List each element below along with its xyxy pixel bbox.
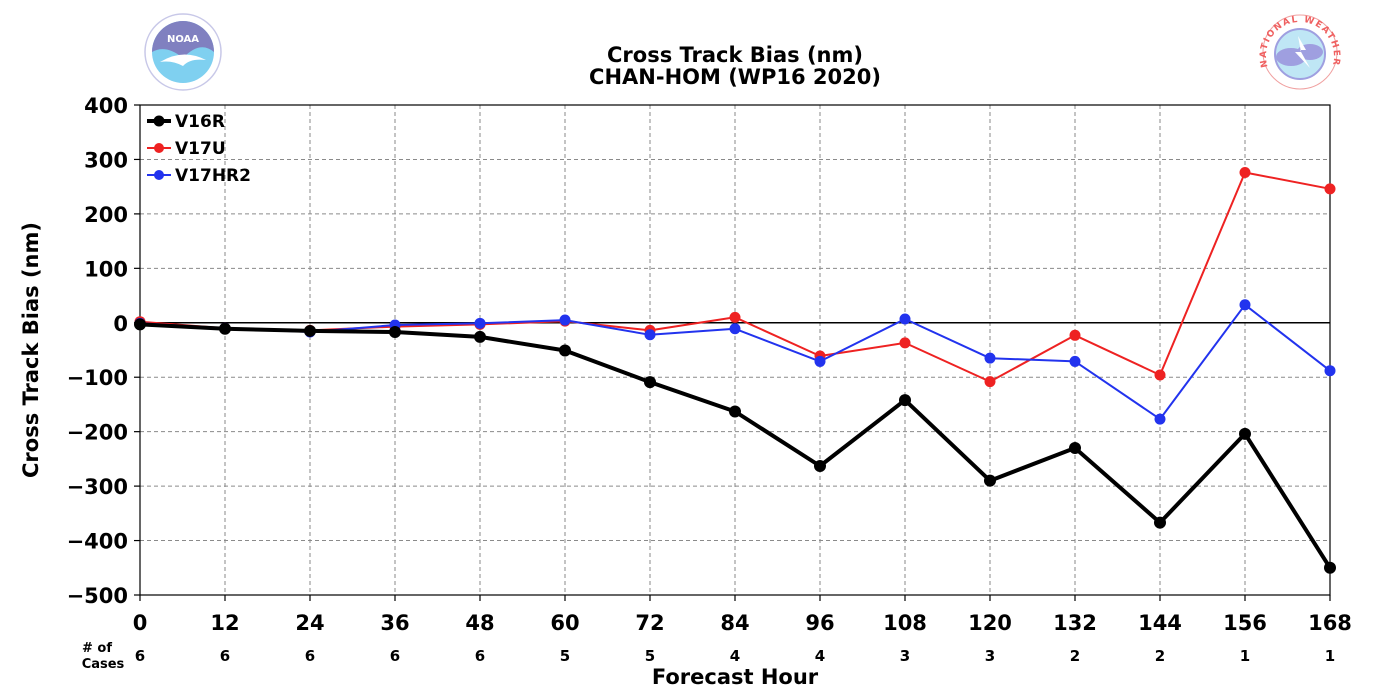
data-point-v17hr2 <box>559 314 571 326</box>
cases-count: 6 <box>305 647 315 665</box>
x-tick-label: 48 <box>465 611 494 635</box>
legend-item-v17hr2: V17HR2 <box>147 166 251 186</box>
x-tick-label: 60 <box>550 611 579 635</box>
data-point-v16r <box>1069 442 1081 454</box>
cases-count: 6 <box>475 647 485 665</box>
cases-count: 4 <box>730 647 740 665</box>
data-point-v17hr2 <box>474 317 486 329</box>
noaa-logo: NOAA <box>144 13 222 91</box>
legend-marker <box>153 115 165 127</box>
data-point-v17hr2 <box>1324 365 1336 377</box>
x-axis-ticks: 0 12 24 36 48 60 72 84 96 108 120 132 144 156 168 <box>133 595 1352 635</box>
x-tick-label: 96 <box>805 611 834 635</box>
grid-lines <box>140 105 1330 595</box>
x-tick-label: 12 <box>210 611 239 635</box>
y-tick-label: −200 <box>67 421 128 445</box>
noaa-logo-text: NOAA <box>167 34 199 45</box>
y-tick-label: −100 <box>67 366 128 390</box>
x-tick-label: 144 <box>1138 611 1182 635</box>
data-point-v16r <box>559 344 571 357</box>
x-tick-label: 132 <box>1053 611 1097 635</box>
cases-label-line2: Cases <box>82 657 125 672</box>
data-point-v16r <box>304 324 316 337</box>
cases-count: 3 <box>985 647 995 665</box>
legend-marker <box>154 143 164 153</box>
cases-count: 6 <box>390 647 400 665</box>
cases-count: 1 <box>1325 647 1335 665</box>
data-point-v17u <box>1154 369 1166 381</box>
x-tick-label: 24 <box>295 611 324 635</box>
x-tick-label: 36 <box>380 611 409 635</box>
data-point-v16r <box>219 322 231 335</box>
legend-item-v16r: V16R <box>147 112 225 132</box>
data-point-v16r <box>1239 427 1251 440</box>
data-point-v16r <box>1324 561 1336 574</box>
cases-count: 5 <box>645 647 655 665</box>
y-axis-ticks: 400 300 200 100 0 −100 −200 −300 −400 −500 <box>67 94 140 608</box>
x-tick-label: 108 <box>883 611 927 635</box>
cases-count: 5 <box>560 647 570 665</box>
y-tick-label: −400 <box>67 530 128 554</box>
data-point-v16r <box>644 376 656 389</box>
data-point-v16r <box>899 394 911 407</box>
legend-label: V16R <box>175 112 225 132</box>
legend-item-v17u: V17U <box>147 139 226 159</box>
data-point-v16r <box>984 474 996 487</box>
cases-count: 3 <box>900 647 910 665</box>
data-point-v17u <box>1069 329 1081 341</box>
data-point-v16r <box>1154 516 1166 529</box>
chart-subtitle: CHAN-HOM (WP16 2020) <box>589 65 881 89</box>
data-point-v16r <box>134 318 146 331</box>
data-point-v16r <box>389 326 401 339</box>
y-tick-label: 400 <box>84 94 128 118</box>
data-point-v16r <box>814 459 826 472</box>
cases-count: 6 <box>135 647 145 665</box>
x-tick-label: 156 <box>1223 611 1267 635</box>
y-tick-label: −300 <box>67 475 128 499</box>
cases-row: 6 6 6 6 6 5 5 4 4 3 3 2 2 1 1 <box>135 647 1335 665</box>
cases-count: 6 <box>220 647 230 665</box>
cases-count: 4 <box>815 647 825 665</box>
data-point-v17u <box>1239 167 1251 179</box>
y-tick-label: −500 <box>67 584 128 608</box>
legend-marker <box>154 170 164 180</box>
data-point-v17u <box>984 376 996 388</box>
legend-label: V17HR2 <box>175 166 251 186</box>
chart-title: Cross Track Bias (nm) <box>607 43 863 67</box>
x-tick-label: 120 <box>968 611 1012 635</box>
y-tick-label: 0 <box>113 312 128 336</box>
data-point-v17hr2 <box>1069 355 1081 367</box>
y-tick-label: 100 <box>84 257 128 281</box>
y-tick-label: 200 <box>84 203 128 227</box>
cases-label-line1: # of <box>82 641 112 656</box>
x-tick-label: 0 <box>133 611 148 635</box>
data-point-v17hr2 <box>814 355 826 367</box>
cases-count: 2 <box>1070 647 1080 665</box>
cases-count: 1 <box>1240 647 1250 665</box>
data-point-v17u <box>729 311 741 323</box>
data-point-v17hr2 <box>729 323 741 335</box>
data-point-v16r <box>729 405 741 418</box>
data-point-v17u <box>899 337 911 349</box>
data-point-v17u <box>1324 183 1336 195</box>
data-point-v17hr2 <box>1154 413 1166 425</box>
cases-count: 2 <box>1155 647 1165 665</box>
x-tick-label: 84 <box>720 611 749 635</box>
data-point-v17hr2 <box>644 329 656 341</box>
series-v17u <box>134 167 1336 388</box>
x-axis-label: Forecast Hour <box>652 665 819 689</box>
data-point-v17hr2 <box>899 313 911 325</box>
data-point-v16r <box>474 330 486 343</box>
x-tick-label: 72 <box>635 611 664 635</box>
y-tick-label: 300 <box>84 148 128 172</box>
series-v16r <box>134 318 1336 574</box>
legend: V16R V17U V17HR2 <box>147 112 251 186</box>
y-axis-label: Cross Track Bias (nm) <box>19 222 43 478</box>
x-tick-label: 168 <box>1308 611 1352 635</box>
legend-label: V17U <box>175 139 226 159</box>
data-point-v17hr2 <box>1239 299 1251 311</box>
data-point-v17hr2 <box>984 352 996 364</box>
